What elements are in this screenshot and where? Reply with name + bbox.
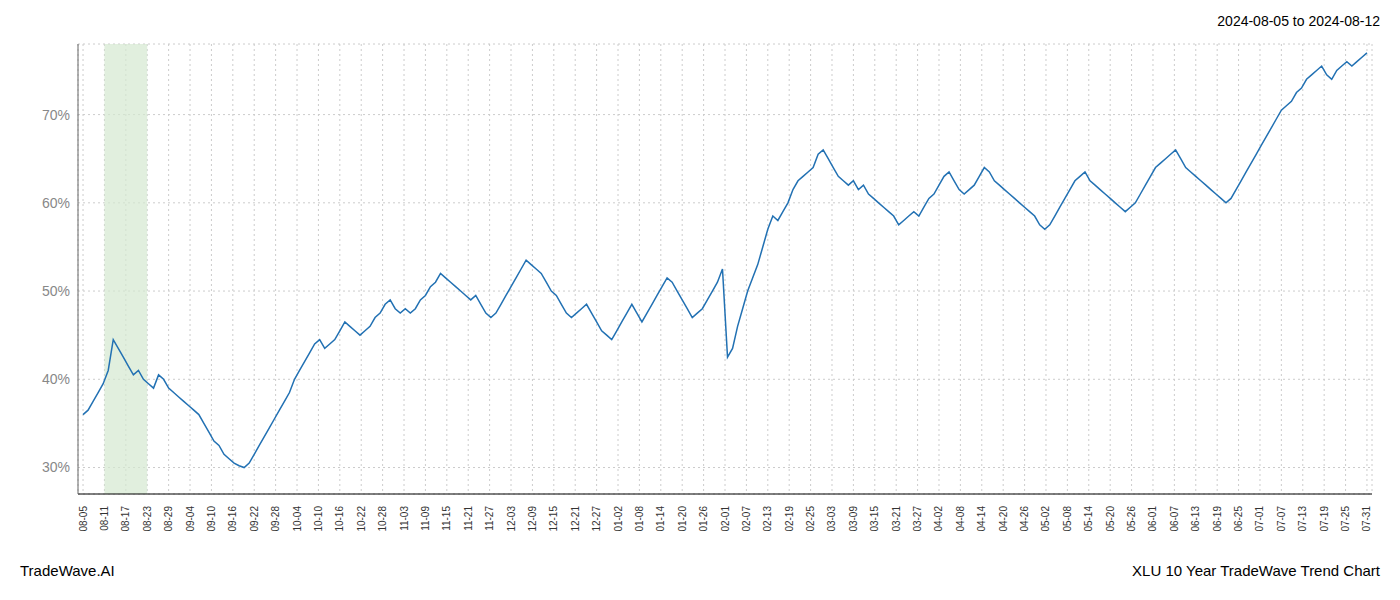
svg-text:05-26: 05-26 [1126, 506, 1137, 532]
svg-text:12-09: 12-09 [527, 506, 538, 532]
svg-text:07-31: 07-31 [1361, 506, 1372, 532]
svg-text:07-19: 07-19 [1319, 506, 1330, 532]
svg-text:06-25: 06-25 [1233, 506, 1244, 532]
svg-text:06-07: 06-07 [1169, 506, 1180, 532]
svg-text:03-27: 03-27 [912, 506, 923, 532]
svg-text:05-08: 05-08 [1062, 506, 1073, 532]
svg-text:11-27: 11-27 [484, 506, 495, 531]
svg-text:05-14: 05-14 [1083, 506, 1094, 532]
svg-text:09-10: 09-10 [206, 506, 217, 532]
svg-text:02-25: 02-25 [805, 506, 816, 532]
svg-text:04-02: 04-02 [933, 506, 944, 532]
svg-text:12-27: 12-27 [591, 506, 602, 532]
svg-text:06-19: 06-19 [1212, 506, 1223, 532]
svg-text:70%: 70% [42, 107, 70, 123]
svg-text:09-04: 09-04 [185, 506, 196, 532]
svg-text:04-08: 04-08 [955, 506, 966, 532]
svg-text:02-07: 02-07 [741, 506, 752, 532]
svg-text:02-19: 02-19 [784, 506, 795, 532]
svg-text:03-15: 03-15 [869, 506, 880, 532]
svg-text:10-28: 10-28 [377, 506, 388, 532]
svg-text:01-20: 01-20 [677, 506, 688, 532]
svg-text:05-02: 05-02 [1040, 506, 1051, 532]
svg-text:12-03: 12-03 [506, 506, 517, 532]
svg-text:01-02: 01-02 [613, 506, 624, 532]
svg-text:02-01: 02-01 [720, 506, 731, 532]
svg-text:30%: 30% [42, 459, 70, 475]
svg-text:11-03: 11-03 [399, 506, 410, 531]
svg-text:40%: 40% [42, 371, 70, 387]
svg-text:05-20: 05-20 [1105, 506, 1116, 532]
svg-text:10-22: 10-22 [356, 506, 367, 532]
svg-text:02-13: 02-13 [762, 506, 773, 532]
svg-text:06-01: 06-01 [1147, 506, 1158, 532]
svg-text:04-14: 04-14 [976, 506, 987, 532]
svg-text:11-21: 11-21 [463, 506, 474, 531]
svg-text:07-07: 07-07 [1276, 506, 1287, 532]
svg-text:01-14: 01-14 [655, 506, 666, 532]
svg-text:03-21: 03-21 [891, 506, 902, 532]
svg-text:08-05: 08-05 [78, 506, 89, 532]
svg-text:11-15: 11-15 [441, 506, 452, 531]
html-text:2024-08-05 to 2024-08-12: 2024-08-05 to 2024-08-12 [1217, 13, 1380, 29]
svg-text:07-01: 07-01 [1254, 506, 1265, 532]
svg-text:06-13: 06-13 [1190, 506, 1201, 532]
svg-text:10-16: 10-16 [334, 506, 345, 532]
svg-text:04-26: 04-26 [1019, 506, 1030, 532]
svg-text:03-03: 03-03 [826, 506, 837, 532]
svg-text:10-10: 10-10 [313, 506, 324, 532]
svg-text:50%: 50% [42, 283, 70, 299]
svg-text:08-17: 08-17 [120, 506, 131, 532]
svg-text:04-20: 04-20 [998, 506, 1009, 532]
svg-text:07-25: 07-25 [1340, 506, 1351, 532]
svg-text:08-29: 08-29 [163, 506, 174, 532]
svg-text:12-21: 12-21 [570, 506, 581, 532]
svg-text:09-16: 09-16 [227, 506, 238, 532]
svg-text:07-13: 07-13 [1297, 506, 1308, 532]
svg-text:60%: 60% [42, 195, 70, 211]
svg-text:08-23: 08-23 [142, 506, 153, 532]
svg-text:01-26: 01-26 [698, 506, 709, 532]
html-text:XLU 10 Year TradeWave Trend Ch: XLU 10 Year TradeWave Trend Chart [1132, 562, 1380, 579]
svg-text:01-08: 01-08 [634, 506, 645, 532]
svg-text:09-28: 09-28 [270, 506, 281, 532]
svg-text:10-04: 10-04 [292, 506, 303, 532]
svg-text:12-15: 12-15 [548, 506, 559, 532]
svg-text:08-11: 08-11 [99, 506, 110, 531]
svg-text:11-09: 11-09 [420, 506, 431, 531]
svg-text:09-22: 09-22 [249, 506, 260, 532]
html-text:TradeWave.AI: TradeWave.AI [20, 562, 115, 579]
svg-text:03-09: 03-09 [848, 506, 859, 532]
